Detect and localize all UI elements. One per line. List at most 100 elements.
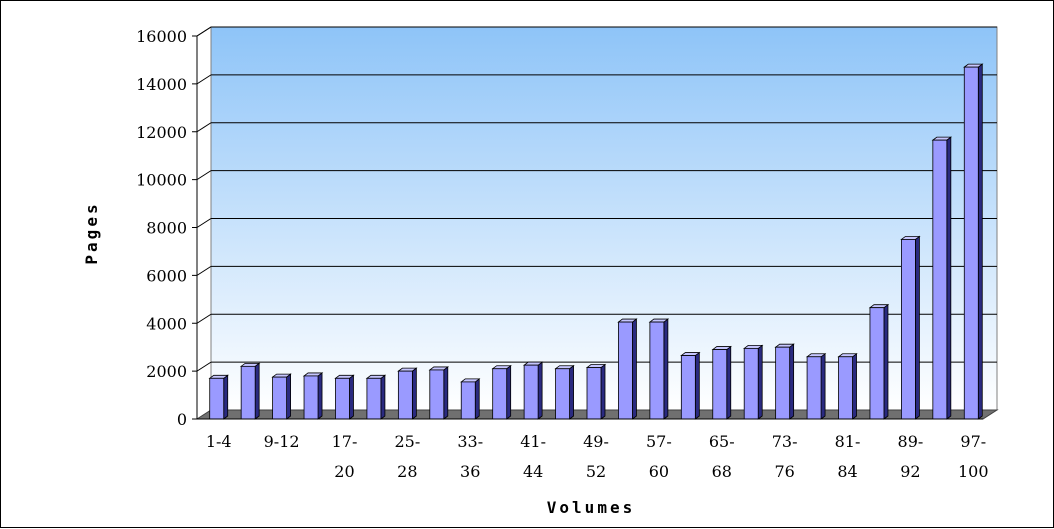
bar-side bbox=[789, 343, 795, 420]
bar-front bbox=[366, 377, 382, 420]
bar-side bbox=[537, 361, 543, 420]
gridline-side bbox=[196, 122, 212, 133]
x-tick-label: 17- bbox=[332, 432, 358, 451]
bar-side bbox=[600, 363, 606, 420]
x-tick-label: 1-4 bbox=[206, 432, 232, 451]
bar bbox=[554, 364, 575, 420]
x-tick-label-line2: 76 bbox=[774, 462, 794, 481]
y-tick-label: 16000 bbox=[136, 27, 187, 46]
bar-front bbox=[712, 349, 728, 420]
bar bbox=[963, 63, 984, 420]
y-tick-labels: 0 2000 4000 6000 8000 10000 12000 14000 16000 bbox=[136, 27, 197, 429]
bar-front bbox=[240, 365, 256, 420]
bar bbox=[491, 364, 512, 420]
bar-front bbox=[743, 347, 759, 420]
x-tick-label-line2: 60 bbox=[649, 462, 669, 481]
bar-side bbox=[223, 374, 229, 420]
gridline-side bbox=[196, 170, 212, 181]
bar-side bbox=[915, 235, 920, 420]
bar-side bbox=[852, 352, 857, 420]
bar-side bbox=[726, 345, 732, 420]
bar bbox=[900, 235, 921, 420]
y-tick-label: 12000 bbox=[136, 123, 187, 142]
bar-side bbox=[317, 372, 323, 420]
y-tick-label: 10000 bbox=[136, 171, 187, 190]
y-tick-label: 14000 bbox=[136, 75, 187, 94]
bar bbox=[239, 362, 261, 420]
x-tick-label-line2: 100 bbox=[958, 462, 989, 481]
bar-side bbox=[757, 344, 763, 420]
x-tick-label-line2: 20 bbox=[334, 462, 354, 481]
bar-front bbox=[335, 377, 350, 420]
bar bbox=[208, 374, 229, 420]
bar-front bbox=[303, 375, 319, 420]
bar-front bbox=[209, 377, 225, 420]
gridlines bbox=[196, 26, 997, 372]
x-tick-label: 73- bbox=[772, 432, 798, 451]
gridline-side bbox=[196, 361, 212, 372]
bar bbox=[774, 343, 795, 420]
bar bbox=[365, 374, 387, 420]
x-tick-label-line2: 84 bbox=[837, 462, 857, 481]
bar-side bbox=[286, 373, 292, 420]
y-axis-title: Pages bbox=[82, 201, 101, 264]
bar bbox=[522, 361, 544, 420]
bar bbox=[931, 136, 953, 420]
bar-front bbox=[429, 369, 445, 420]
bar-side bbox=[506, 364, 512, 420]
gridline-side bbox=[196, 313, 212, 324]
y-tick-label: 8000 bbox=[146, 219, 187, 238]
bar-front bbox=[680, 355, 696, 420]
bar-front bbox=[806, 356, 822, 420]
bar bbox=[711, 345, 732, 420]
bar-side bbox=[977, 63, 983, 420]
bar-front bbox=[838, 356, 853, 420]
x-tick-label-line2: 28 bbox=[397, 462, 417, 481]
x-tick-label: 49- bbox=[583, 432, 609, 451]
bar-front bbox=[555, 368, 570, 420]
bar-front bbox=[460, 381, 476, 420]
bar-side bbox=[632, 318, 637, 420]
bar bbox=[648, 318, 670, 420]
bar-side bbox=[349, 374, 354, 420]
x-tick-label-line2: 52 bbox=[586, 462, 606, 481]
bar-side bbox=[411, 367, 417, 420]
bar-front bbox=[869, 307, 885, 420]
bar-front bbox=[618, 321, 633, 420]
bar-side bbox=[883, 303, 889, 420]
bar bbox=[428, 366, 449, 420]
axis-corner bbox=[196, 26, 212, 37]
x-tick-label: 25- bbox=[394, 432, 420, 451]
gridline-side bbox=[196, 74, 212, 85]
x-tick-label-line2: 36 bbox=[460, 462, 480, 481]
x-tick-label: 65- bbox=[709, 432, 735, 451]
y-tick-label: 6000 bbox=[146, 266, 187, 285]
bar bbox=[334, 374, 355, 420]
bar-front bbox=[586, 367, 602, 420]
bar-side bbox=[694, 351, 700, 420]
bar-side bbox=[663, 318, 669, 420]
x-tick-label: 89- bbox=[898, 432, 924, 451]
bar-side bbox=[569, 364, 574, 420]
gridline-side bbox=[196, 265, 212, 276]
y-tick-label: 2000 bbox=[146, 362, 187, 381]
bar-side bbox=[820, 352, 826, 420]
x-axis-title: Volumes bbox=[547, 498, 635, 517]
bar bbox=[585, 363, 607, 420]
bar-front bbox=[901, 239, 916, 420]
bar-front bbox=[775, 346, 791, 420]
bar-side bbox=[443, 366, 449, 420]
bar-side bbox=[380, 374, 386, 420]
bar-front bbox=[523, 364, 539, 420]
bar bbox=[680, 351, 701, 420]
bar-front bbox=[963, 66, 979, 420]
bar bbox=[837, 352, 858, 420]
bar-front bbox=[397, 370, 413, 420]
bar bbox=[302, 372, 324, 420]
y-tick-label: 0 bbox=[177, 410, 187, 429]
bar-front bbox=[649, 321, 665, 420]
bar-front bbox=[932, 139, 948, 420]
bar-side bbox=[254, 362, 260, 420]
bars bbox=[208, 63, 984, 420]
